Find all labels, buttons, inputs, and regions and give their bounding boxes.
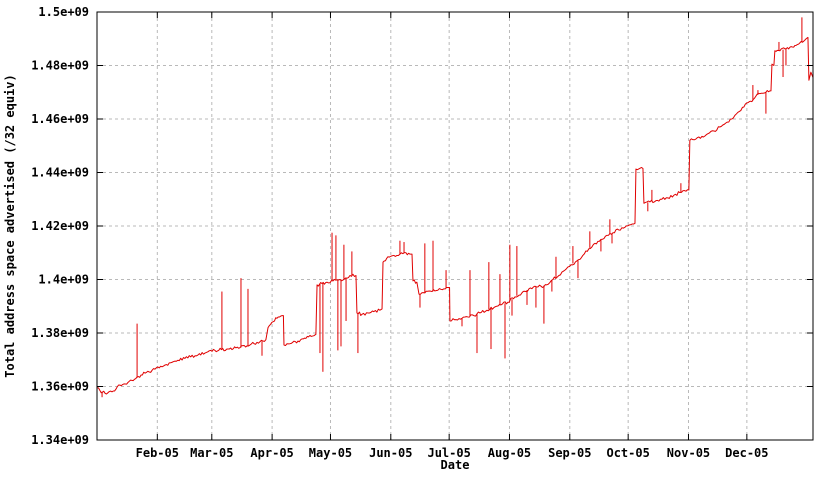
series-line	[97, 36, 814, 395]
x-tick-label: Nov-05	[667, 446, 710, 460]
y-tick-label: 1.46e+09	[31, 112, 89, 126]
x-tick-label: May-05	[309, 446, 352, 460]
x-tick-label: Feb-05	[136, 446, 179, 460]
y-tick-label: 1.34e+09	[31, 433, 89, 447]
y-tick-label: 1.4e+09	[38, 273, 89, 287]
x-tick-label: Oct-05	[606, 446, 649, 460]
plot-border	[96, 11, 814, 441]
x-axis-title: Date	[441, 458, 470, 472]
y-tick-label: 1.48e+09	[31, 59, 89, 73]
x-tick-label: Dec-05	[725, 446, 768, 460]
x-tick-label: Mar-05	[190, 446, 233, 460]
y-tick-label: 1.36e+09	[31, 380, 89, 394]
x-tick-label: Aug-05	[488, 446, 531, 460]
series-layer	[97, 17, 814, 398]
y-tick-label: 1.42e+09	[31, 219, 89, 233]
x-tick-label: Sep-05	[548, 446, 591, 460]
grid-layer	[97, 12, 813, 440]
y-tick-label: 1.44e+09	[31, 166, 89, 180]
y-tick-label: 1.38e+09	[31, 326, 89, 340]
x-tick-label: Apr-05	[250, 446, 293, 460]
y-axis-title: Total address space advertised (/32 equi…	[3, 74, 17, 377]
tick-labels: 1.34e+09 1.36e+09 1.38e+09 1.4e+09 1.42e+09 1…	[31, 5, 768, 460]
x-tick-label: Jul-05	[427, 446, 470, 460]
y-tick-label: 1.5e+09	[38, 5, 89, 19]
axis-layer	[96, 11, 814, 441]
x-tick-label: Jun-05	[369, 446, 412, 460]
